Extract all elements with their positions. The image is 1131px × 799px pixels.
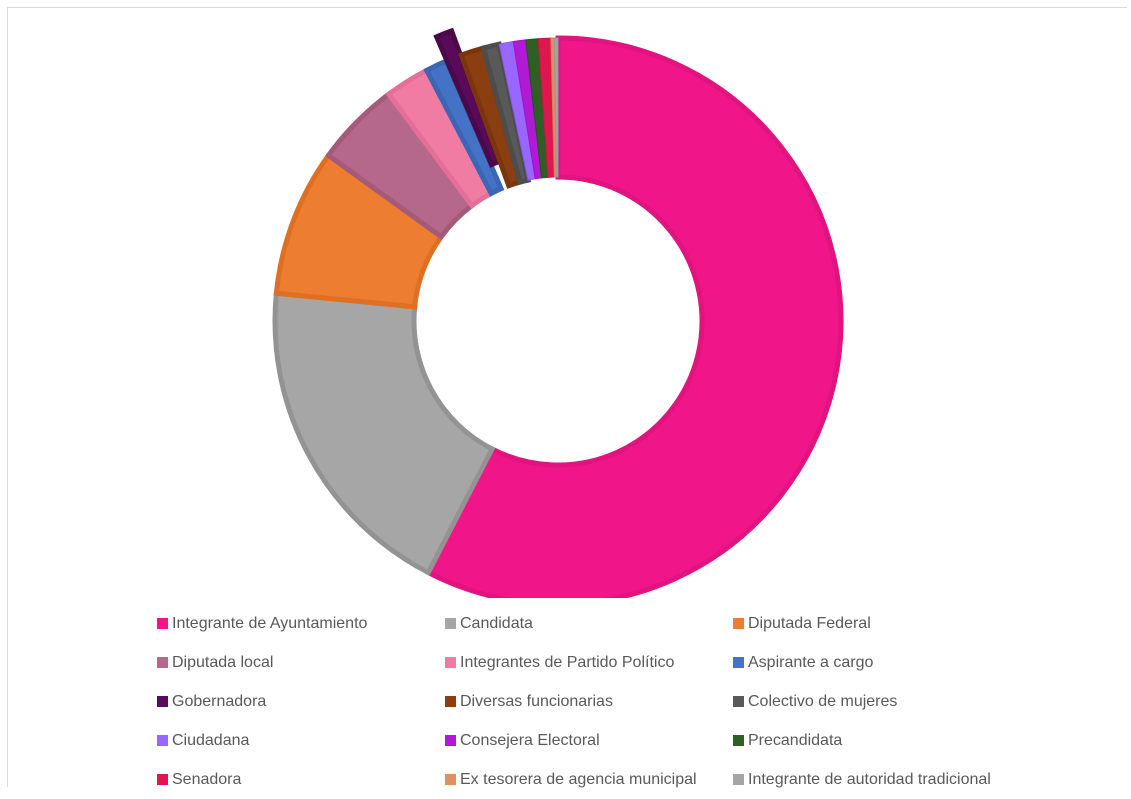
legend-swatch	[445, 657, 456, 668]
slice-integrante-de-autoridad-tradicional	[553, 37, 559, 178]
slice-candidata	[272, 290, 496, 576]
legend-item: Integrantes de Partido Político	[445, 643, 733, 682]
legend-swatch	[733, 735, 744, 746]
legend-swatch	[157, 735, 168, 746]
legend-swatch	[445, 618, 456, 629]
legend-swatch	[157, 774, 168, 785]
legend-swatch	[157, 657, 168, 668]
legend-swatch	[733, 618, 744, 629]
legend-item: Consejera Electoral	[445, 721, 733, 760]
legend-label: Diversas funcionarias	[460, 692, 613, 710]
legend-swatch	[733, 696, 744, 707]
donut-chart	[272, 27, 844, 598]
legend-item: Candidata	[445, 604, 733, 643]
legend-item: Integrante de autoridad tradicional	[733, 760, 1063, 799]
legend-label: Candidata	[460, 614, 533, 632]
legend-label: Aspirante a cargo	[748, 653, 874, 671]
chart-area: Integrante de Ayuntamiento Candidata Diput…	[7, 7, 1127, 788]
legend-label: Consejera Electoral	[460, 731, 600, 749]
legend-swatch	[157, 618, 168, 629]
legend-label: Diputada local	[172, 653, 274, 671]
legend: Integrante de Ayuntamiento Candidata Diput…	[157, 604, 1097, 799]
legend-label: Gobernadora	[172, 692, 267, 710]
legend-label: Integrantes de Partido Político	[460, 653, 675, 671]
legend-item: Diversas funcionarias	[445, 682, 733, 721]
donut-slices	[272, 27, 844, 598]
slice-aspirante-a-cargo	[423, 57, 505, 197]
legend-item: Diputada Federal	[733, 604, 1063, 643]
legend-swatch	[157, 696, 168, 707]
legend-swatch	[445, 696, 456, 707]
slice-integrante-de-ayuntamiento	[424, 35, 844, 598]
legend-swatch	[445, 735, 456, 746]
legend-label: Colectivo de mujeres	[748, 692, 898, 710]
legend-label: Senadora	[172, 770, 242, 788]
legend-swatch	[733, 774, 744, 785]
legend-label: Integrante de Ayuntamiento	[172, 614, 368, 632]
legend-item: Senadora	[157, 760, 445, 799]
legend-label: Diputada Federal	[748, 614, 871, 632]
legend-item: Ciudadana	[157, 721, 445, 760]
legend-label: Ciudadana	[172, 731, 250, 749]
legend-item: Ex tesorera de agencia municipal	[445, 760, 733, 799]
legend-item: Precandidata	[733, 721, 1063, 760]
legend-item: Aspirante a cargo	[733, 643, 1063, 682]
legend-item: Gobernadora	[157, 682, 445, 721]
legend-item: Diputada local	[157, 643, 445, 682]
legend-item: Integrante de Ayuntamiento	[157, 604, 445, 643]
legend-swatch	[733, 657, 744, 668]
legend-label: Precandidata	[748, 731, 843, 749]
legend-swatch	[445, 774, 456, 785]
legend-label: Integrante de autoridad tradicional	[748, 770, 991, 788]
legend-label: Ex tesorera de agencia municipal	[460, 770, 697, 788]
legend-item: Colectivo de mujeres	[733, 682, 1063, 721]
